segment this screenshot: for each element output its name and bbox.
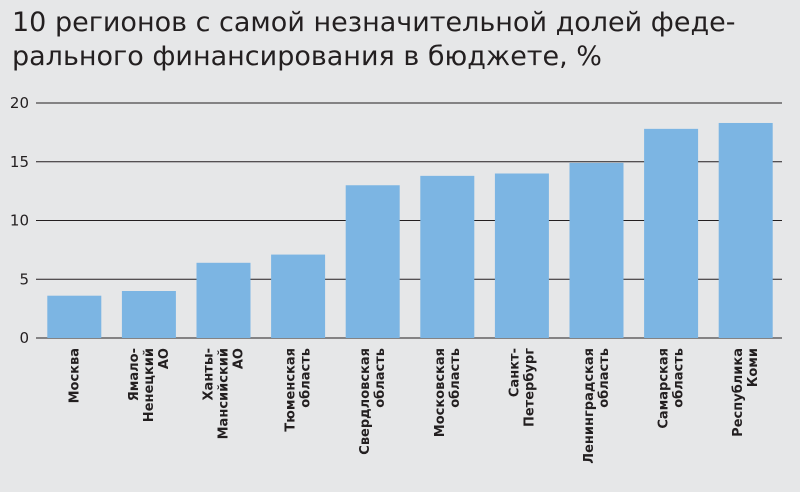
category-label-2: Ханты- Мансийский АО <box>202 348 247 439</box>
category-label-7: Ленинградская область <box>582 348 612 464</box>
bar-5 <box>420 175 475 338</box>
chart-title: 10 регионов с самой незначительной долей… <box>12 6 792 74</box>
y-tick-label-5: 5 <box>19 270 29 288</box>
category-label-1-line-2: АО <box>157 348 172 369</box>
y-tick-label-20: 20 <box>10 94 29 112</box>
category-label-5-line-0: Московская <box>433 348 448 437</box>
bar-8 <box>644 128 699 338</box>
category-label-1: Ямало- Ненецкий АО <box>127 348 172 422</box>
category-label-5-line-1: область <box>448 348 463 408</box>
category-label-5: Московская область <box>433 348 463 437</box>
x-axis-category-labels: Москва Ямало- Ненецкий АО Ханты- Мансийский АО… <box>67 348 761 464</box>
category-label-1-line-1: Ненецкий <box>142 348 157 422</box>
category-label-8-line-0: Самарская <box>657 348 672 429</box>
bar-7 <box>569 162 624 338</box>
category-label-0: Москва <box>67 348 82 403</box>
category-label-9: Республика Коми <box>731 348 761 437</box>
y-tick-label-0: 0 <box>19 329 29 347</box>
category-label-4-line-1: область <box>373 348 388 408</box>
bar-4 <box>345 185 400 338</box>
category-label-2-line-2: АО <box>232 348 247 369</box>
bar-3 <box>271 254 326 338</box>
chart-title-line-2: рального финансирования в бюджете, % <box>12 41 602 72</box>
category-label-7-line-0: Ленинградская <box>582 348 597 464</box>
category-label-8-line-1: область <box>672 348 687 408</box>
y-tick-label-10: 10 <box>10 212 29 230</box>
category-label-3: Тюменская область <box>284 348 314 432</box>
category-label-4: Свердловская область <box>358 348 388 455</box>
y-tick-label-15: 15 <box>10 153 29 171</box>
category-label-9-line-1: Коми <box>746 348 761 387</box>
bar-1 <box>121 291 176 338</box>
category-label-0-line-0: Москва <box>67 348 82 403</box>
category-label-3-line-1: область <box>299 348 314 408</box>
bar-6 <box>494 173 549 338</box>
y-axis-ticks: 0 5 10 15 20 <box>10 94 29 347</box>
category-label-6-line-0: Санкт- <box>507 348 522 397</box>
category-label-1-line-0: Ямало- <box>127 348 142 401</box>
bar-9 <box>718 122 773 338</box>
bar-0 <box>47 295 102 338</box>
bar-2 <box>196 262 251 338</box>
category-label-2-line-1: Мансийский <box>217 348 232 439</box>
category-label-4-line-0: Свердловская <box>358 348 373 455</box>
category-label-6: Санкт- Петербург <box>507 348 537 427</box>
category-label-6-line-1: Петербург <box>522 348 537 427</box>
bars <box>47 122 773 338</box>
category-label-2-line-0: Ханты- <box>202 348 217 400</box>
category-label-9-line-0: Республика <box>731 348 746 437</box>
category-label-3-line-0: Тюменская <box>284 348 299 432</box>
category-label-7-line-1: область <box>597 348 612 408</box>
category-label-8: Самарская область <box>657 348 687 429</box>
chart-title-line-1: 10 регионов с самой незначительной долей… <box>12 7 736 38</box>
